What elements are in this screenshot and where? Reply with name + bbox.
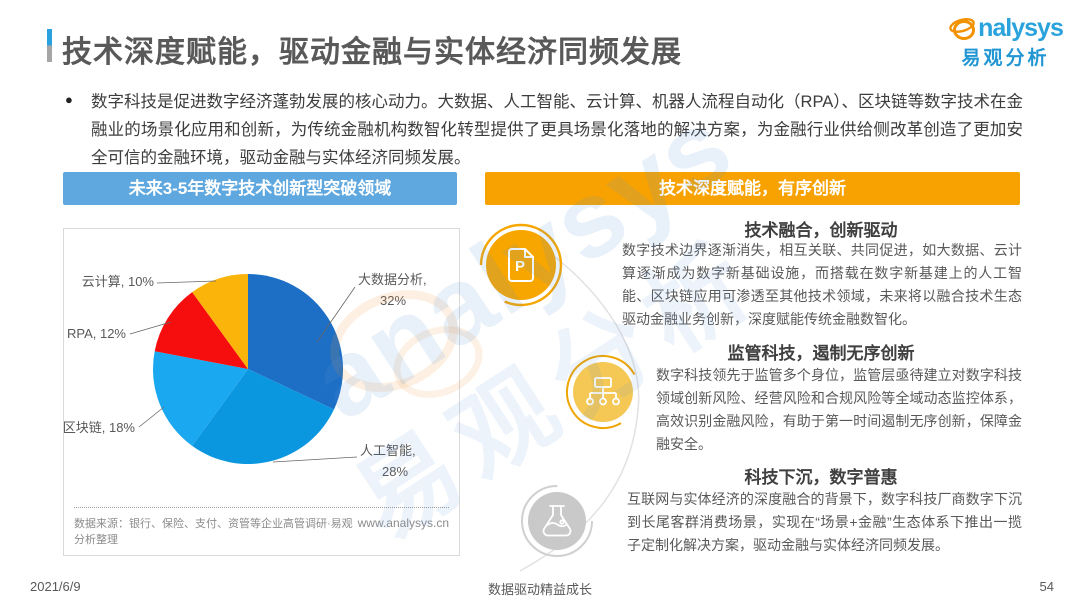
pie-slice-大数据分析 (248, 274, 344, 410)
page-title: 技术深度赋能，驱动金融与实体经济同频发展 (62, 36, 682, 69)
bullet-icon: ● (65, 92, 73, 107)
section-body-tech-fusion: 数字技术边界逐渐消失，相互关联、共同促进，如大数据、云计算逐渐成为数字新基础设施… (622, 242, 1022, 327)
logo-brand-cn-text: 易观分析 (961, 48, 1050, 69)
svg-text:P: P (515, 258, 525, 275)
chart-source-row: 数据来源：银行、保险、支付、资管等企业高管调研·易观分析整理 www.analy… (74, 507, 449, 547)
pie-slice-RPA (154, 292, 248, 369)
document-p-icon: P (479, 223, 563, 307)
footer-slogan: 数据驱动精益成长 (487, 582, 592, 597)
pie-slice-人工智能 (192, 369, 334, 465)
pie-label-云计算: 云计算, 10% (82, 274, 155, 289)
pie-slice-云计算 (192, 274, 248, 369)
pie-label-区块链: 区块链, 18% (64, 420, 135, 435)
section-title-tech-fusion: 技术融合，创新驱动 (744, 221, 898, 240)
pie-callout-line-区块链 (138, 406, 165, 428)
analysys-swirl-icon (949, 18, 976, 40)
title-accent-bar (47, 29, 52, 62)
pie-label-大数据分析: 大数据分析, 32% (358, 272, 427, 308)
pie-callout-line-人工智能 (272, 456, 358, 463)
analysys-url-link[interactable]: www.analysys.cn (357, 516, 449, 530)
section-title-inclusion: 科技下沉，数字普惠 (744, 468, 898, 487)
pie-label-RPA: RPA, 12% (67, 326, 126, 341)
analysys-logo: nalysys 易观分析 (938, 14, 1073, 70)
summary-text: 数字科技是促进数字经济蓬勃发展的核心动力。大数据、人工智能、云计算、机器人流程自… (91, 93, 1023, 167)
section-title-regtech: 监管科技，遏制无序创新 (727, 344, 915, 363)
pie-chart: 大数据分析, 32% 人工智能, 28% 区块链, 18% RPA, 12% 云计算, 10… (64, 272, 427, 479)
pie-slice-区块链 (152, 351, 248, 446)
pie-callout-line-大数据分析 (316, 286, 356, 343)
section-body-regtech: 数字科技领先于监管多个身位，监管层亟待建立对数字科技领域创新风险、经营风险和合规… (656, 367, 1022, 452)
pie-chart-panel: 大数据分析, 32% 人工智能, 28% 区块链, 18% RPA, 12% 云计算, 10… (63, 228, 460, 556)
footer-date: 2021/6/9 (30, 579, 81, 594)
pie-callout-line-RPA (129, 321, 172, 335)
logo-brand-text: nalysys (978, 14, 1064, 42)
summary-paragraph: ● 数字科技是促进数字经济蓬勃发展的核心动力。大数据、人工智能、云计算、机器人流… (65, 88, 1023, 172)
flask-icon (521, 485, 593, 557)
org-chart-icon (566, 355, 640, 429)
right-panel-header: 技术深度赋能，有序创新 (485, 172, 1020, 205)
section-body-inclusion: 互联网与实体经济的深度融合的背景下，数字科技厂商数字下沉到长尾客群消费场景，实现… (627, 491, 1022, 553)
pie-label-人工智能: 人工智能, 28% (360, 443, 416, 479)
pie-callout-line-云计算 (156, 280, 217, 284)
data-source-note: 数据来源：银行、保险、支付、资管等企业高管调研·易观分析整理 (74, 518, 353, 546)
footer-page-number: 54 (1039, 579, 1054, 594)
left-panel-header: 未来3-5年数字技术创新型突破领域 (63, 172, 457, 205)
